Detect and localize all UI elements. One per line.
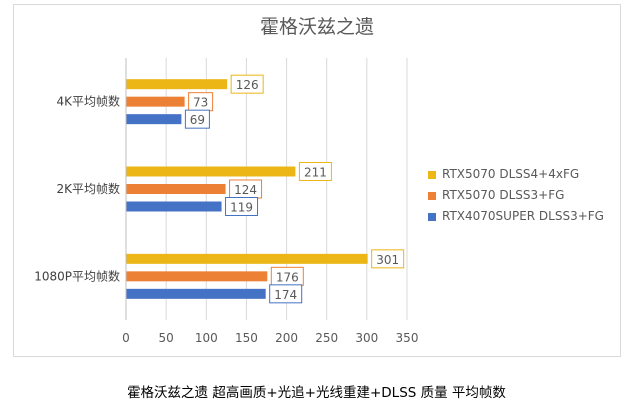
data-label-box-s0-c1 — [298, 162, 332, 181]
x-tick-label-2: 100 — [195, 331, 218, 345]
x-tick-label-5: 250 — [315, 331, 338, 345]
x-tick-label-6: 300 — [355, 331, 378, 345]
data-label-s2-c0: 69 — [190, 113, 205, 127]
category-label-2: 1080P平均帧数 — [34, 268, 120, 283]
legend-swatch-1 — [428, 171, 436, 179]
figure-caption: 霍格沃兹之遗 超高画质+光追+光线重建+DLSS 质量 平均帧数 — [127, 385, 506, 401]
data-label-s1-c2: 176 — [276, 270, 299, 284]
bar-s2-c2 — [126, 288, 266, 299]
legend-swatch-2 — [428, 192, 436, 200]
data-label-s1-c0: 73 — [193, 96, 208, 110]
bar-s0-c0 — [126, 79, 228, 90]
data-label-box-s0-c2 — [371, 249, 405, 269]
bar-s1-c0 — [126, 96, 185, 107]
data-label-box-s0-c0 — [230, 74, 264, 94]
category-label-0: 4K平均帧数 — [56, 94, 120, 109]
data-label-s0-c0: 126 — [236, 78, 259, 92]
data-label-s2-c2: 174 — [274, 288, 297, 302]
x-tick-label-0: 0 — [122, 331, 130, 345]
data-label-s2-c1: 119 — [230, 201, 253, 215]
data-label-box-s2-c2 — [269, 284, 303, 304]
category-label-1: 2K平均帧数 — [56, 181, 120, 196]
x-tick-label-7: 350 — [396, 331, 419, 345]
legend-label-3: RTX4070SUPER DLSS3+FG — [442, 209, 604, 223]
data-label-s1-c1: 124 — [234, 183, 257, 197]
bar-s1-c1 — [126, 184, 226, 194]
chart-title: 霍格沃兹之遗 — [259, 16, 374, 38]
data-label-s0-c1: 211 — [304, 166, 327, 180]
data-label-box-s2-c0 — [184, 109, 210, 129]
x-tick-label-1: 50 — [159, 331, 174, 345]
bar-s0-c1 — [126, 166, 296, 177]
bar-s2-c1 — [126, 201, 222, 212]
x-tick-label-4: 200 — [275, 331, 298, 345]
bar-s2-c0 — [126, 114, 182, 125]
bar-s0-c2 — [126, 253, 368, 264]
bar-s1-c2 — [126, 271, 268, 282]
data-label-box-s2-c1 — [225, 197, 259, 216]
legend-swatch-3 — [428, 213, 436, 221]
data-label-s0-c2: 301 — [376, 253, 399, 267]
legend-label-1: RTX5070 DLSS4+4xFG — [442, 167, 580, 181]
legend-label-2: RTX5070 DLSS3+FG — [442, 188, 565, 202]
x-tick-label-3: 150 — [235, 331, 258, 345]
